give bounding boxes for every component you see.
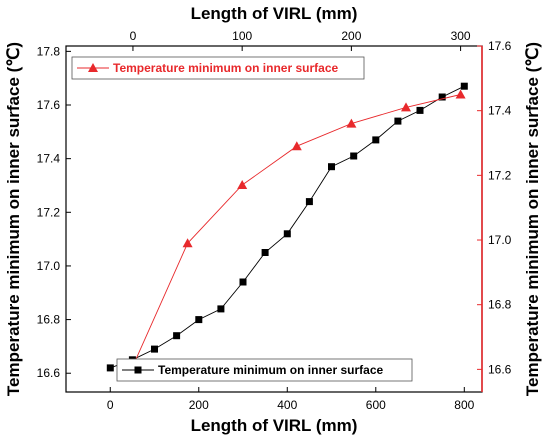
x-bottom-axis-title: Length of VIRL (mm) — [191, 416, 358, 435]
y-left-axis-title: Temperature minimum on inner surface (℃) — [4, 42, 23, 396]
series-1-triangle-point — [455, 89, 466, 99]
series-0-square-point — [283, 230, 291, 238]
x-bottom-tick-label: 800 — [454, 398, 474, 412]
x-bottom-tick-label: 200 — [189, 398, 209, 412]
series-0-square-point — [106, 364, 114, 372]
right-axis-ticks: 16.6 16.8 17.0 17.2 17.4 17.6 — [477, 39, 512, 392]
series-1-line — [132, 94, 461, 367]
series-0-square-point — [350, 152, 358, 160]
legend-top-box — [71, 56, 365, 80]
y-right-tick-label: 16.6 — [488, 362, 512, 376]
series-0-square-point — [305, 198, 313, 206]
x-bottom-tick-label: 600 — [366, 398, 386, 412]
series-0-square-point — [195, 316, 203, 324]
series-0-square-point — [394, 117, 402, 125]
x-bottom-tick-label: 0 — [107, 398, 114, 412]
y-right-tick-label: 17.4 — [488, 104, 512, 118]
y-right-tick-label: 17.2 — [488, 168, 512, 182]
y-right-tick-label: 16.8 — [488, 298, 512, 312]
y-left-tick-label: 17.2 — [37, 205, 61, 219]
y-left-tick-label: 16.6 — [37, 366, 61, 380]
series-0-square-point — [261, 249, 269, 256]
x-bottom-tick-label: 400 — [277, 398, 297, 412]
series-0-square-point — [460, 82, 468, 90]
y-left-tick-label: 16.8 — [37, 313, 61, 327]
series-1-triangle-point — [401, 102, 411, 112]
x-top-tick-label: 100 — [232, 29, 252, 43]
series-0-square-point — [173, 332, 181, 340]
series-0-square-point — [416, 106, 424, 114]
x-top-tick-label: 0 — [130, 29, 137, 43]
x-top-tick-label: 200 — [341, 29, 361, 43]
series-0-square-point — [239, 278, 247, 286]
legend-bottom-square-marker — [134, 366, 142, 374]
plot-frame — [65, 45, 483, 393]
bottom-axis-ticks: 0 200 400 600 800 — [107, 387, 475, 412]
series-1-triangle-point — [182, 238, 193, 248]
x-top-tick-label: 300 — [451, 29, 471, 43]
legend-top-triangle-marker — [88, 63, 98, 72]
y-right-tick-label: 17.6 — [488, 39, 512, 53]
series-0-square-point — [438, 93, 446, 101]
legend-bottom-box — [116, 358, 413, 382]
y-left-tick-label: 17.0 — [37, 259, 61, 273]
series-0-square-point — [217, 305, 225, 313]
series-layer — [106, 82, 468, 372]
y-left-tick-label: 17.8 — [37, 44, 61, 58]
y-left-tick-label: 17.4 — [37, 152, 61, 166]
series-0-square-point — [372, 136, 380, 144]
series-0-line — [110, 85, 465, 369]
x-top-axis-title: Length of VIRL (mm) — [191, 4, 358, 23]
series-0-square-point — [328, 163, 335, 171]
top-axis-ticks: 0 100 200 300 — [130, 29, 471, 51]
series-1-triangle-point — [346, 118, 357, 128]
y-left-tick-label: 17.6 — [37, 98, 61, 112]
legend-bottom-label: Temperature minimum on inner surface — [158, 363, 383, 377]
series-1-triangle-point — [291, 141, 302, 151]
legend-bottom: Temperature minimum on inner surface — [116, 358, 413, 382]
series-0-square-point — [151, 345, 158, 353]
left-axis-ticks: 16.6 16.8 17.0 17.2 17.4 17.6 17.8 — [37, 44, 71, 380]
legend-top: Temperature minimum on inner surface — [71, 56, 365, 80]
y-right-tick-label: 17.0 — [488, 233, 512, 247]
series-1-triangle-point — [237, 180, 248, 189]
legend-top-label: Temperature minimum on inner surface — [113, 61, 338, 75]
y-right-axis-title: Temperature minimum on inner surface (℃) — [523, 42, 542, 396]
